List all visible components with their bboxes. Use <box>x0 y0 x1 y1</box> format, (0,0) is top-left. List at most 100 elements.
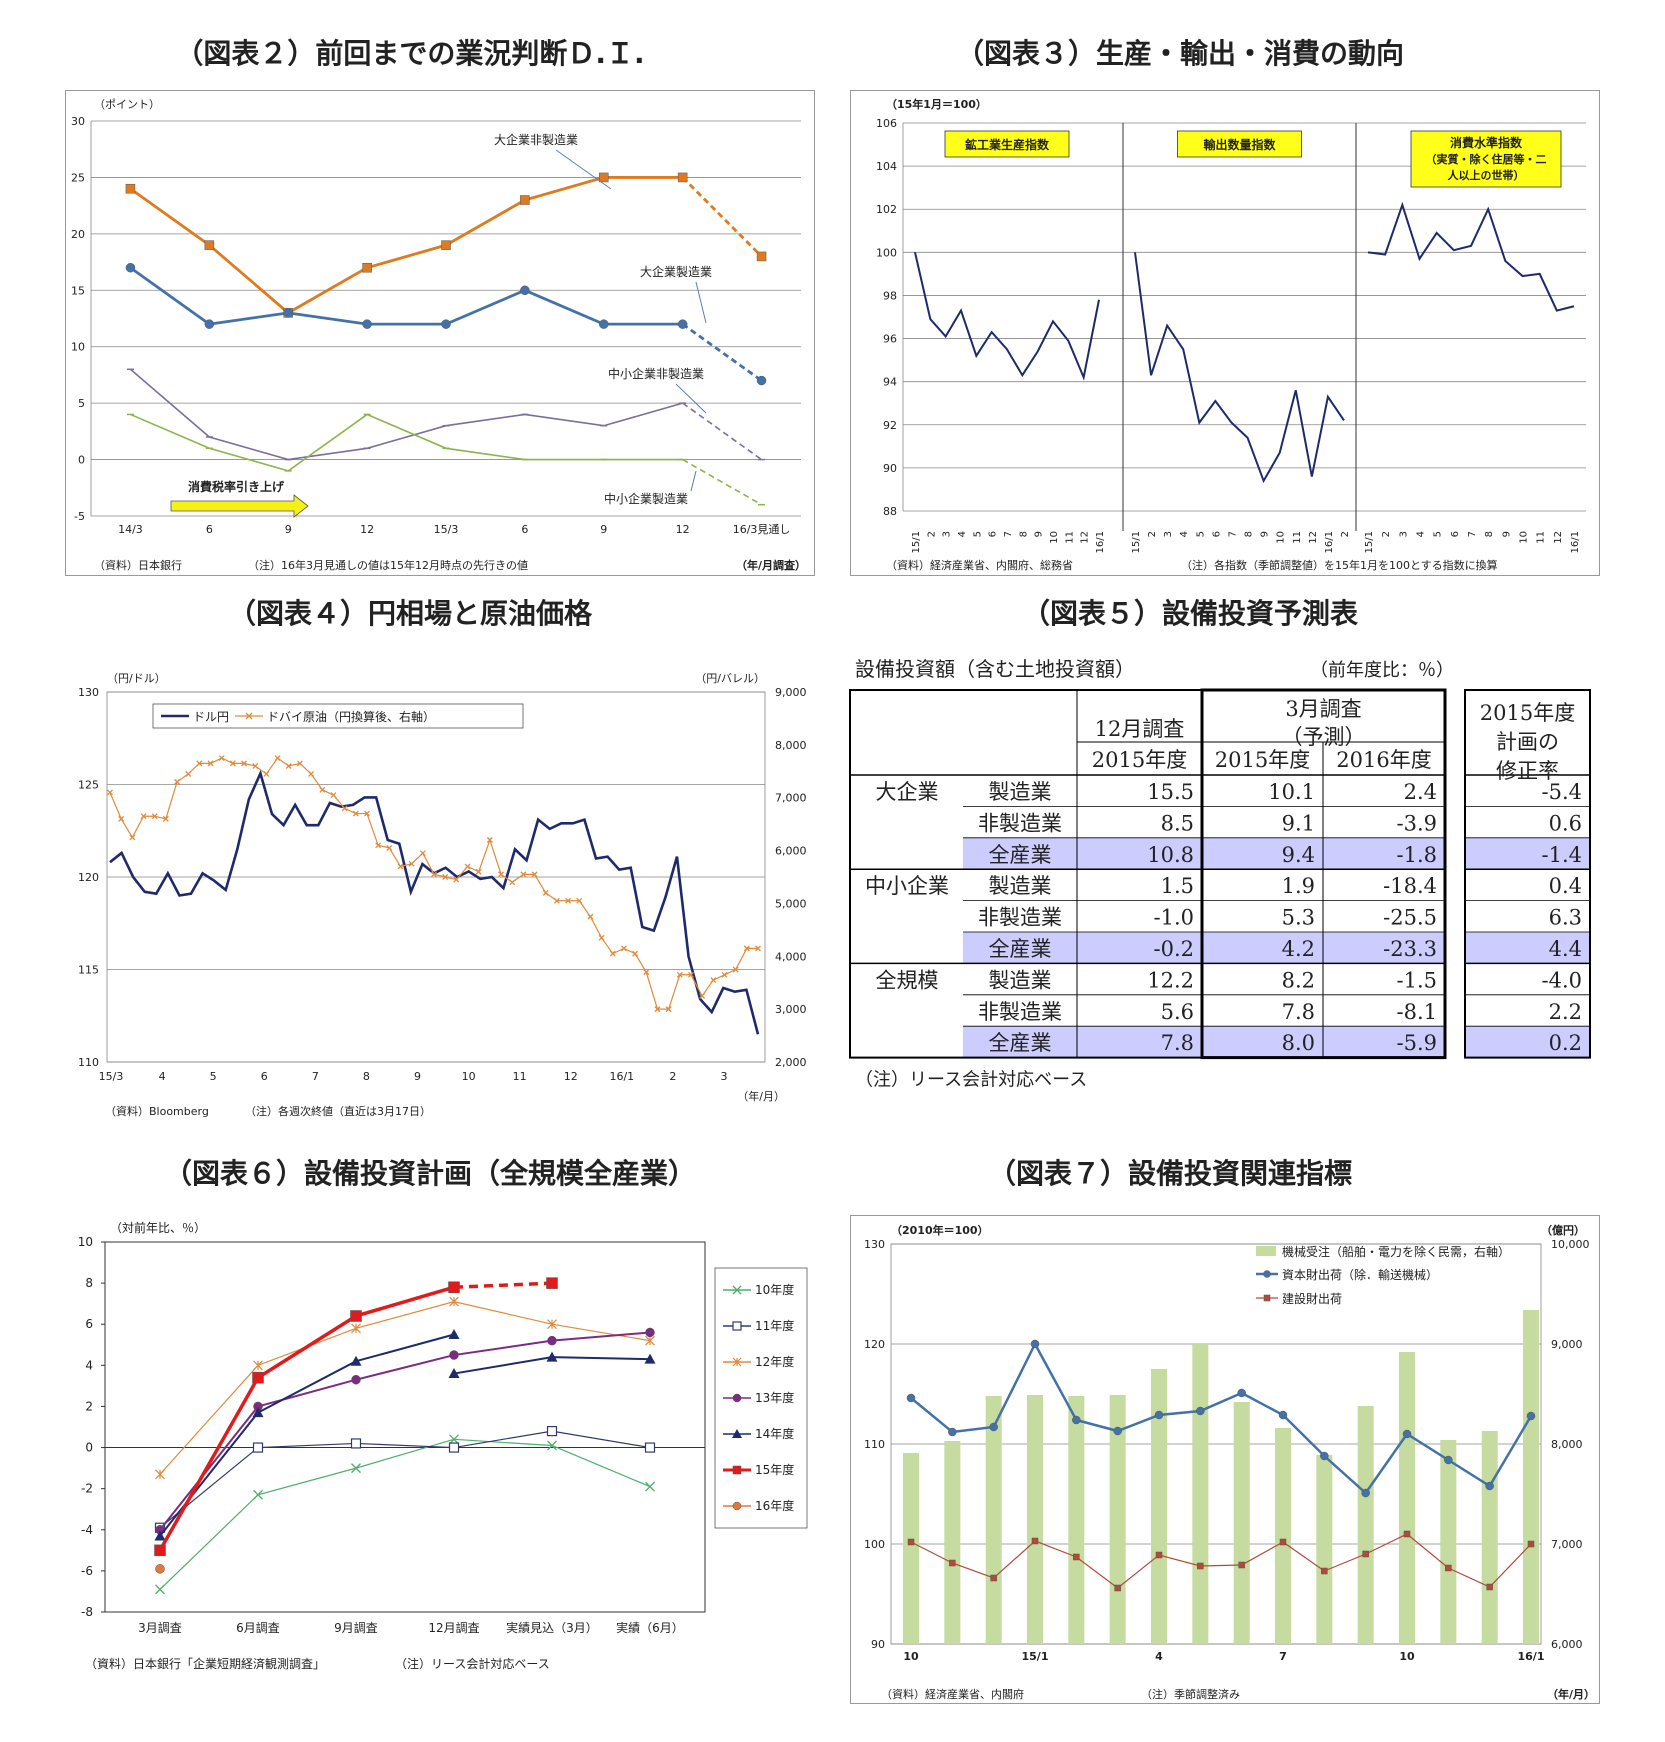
series-forecast-line <box>681 176 763 258</box>
x-tick-label: 9 <box>285 523 292 536</box>
row-highlight <box>1465 1026 1590 1058</box>
y-tick-label: 2 <box>85 1399 93 1413</box>
data-point <box>155 1469 165 1480</box>
legend-marker <box>732 1429 742 1438</box>
x-unit-label: （年/月） <box>737 1089 785 1103</box>
data-point <box>1279 1538 1287 1546</box>
legend-label: ドル円 <box>193 710 229 724</box>
x-tick-label: 15/1 <box>1364 531 1375 553</box>
bar <box>1316 1455 1333 1644</box>
y-right-unit: （億円） <box>1541 1223 1585 1237</box>
label-arrow <box>695 281 707 324</box>
data-point <box>486 837 493 843</box>
bar <box>1275 1428 1291 1644</box>
data-point <box>350 1355 362 1366</box>
data-point <box>442 874 449 880</box>
data-point <box>1485 1481 1494 1491</box>
header-march: 3月調査 <box>1285 697 1361 721</box>
cell-value: 1.5 <box>1161 874 1194 898</box>
cell-value: 8.2 <box>1282 968 1315 992</box>
data-point <box>710 977 717 984</box>
data-point <box>351 1323 361 1334</box>
bar <box>1027 1395 1043 1644</box>
data-point <box>296 760 303 767</box>
x-tick-label: 9 <box>414 1070 421 1083</box>
y-tick-label: 88 <box>883 505 897 518</box>
footnote: （注）季節調整済み <box>1141 1687 1240 1701</box>
bar <box>1523 1310 1539 1644</box>
cell-value: 4.4 <box>1549 937 1582 961</box>
data-point <box>732 966 739 973</box>
data-point <box>352 810 359 817</box>
data-point <box>990 1574 997 1582</box>
data-point <box>1320 1451 1329 1461</box>
y-left-tick-label: 110 <box>864 1438 885 1451</box>
data-point <box>1197 1562 1204 1570</box>
bar <box>1233 1402 1250 1644</box>
y-right-tick-label: 9,000 <box>775 686 807 699</box>
row-highlight <box>963 932 1445 964</box>
unit-label: （15年1月＝100） <box>886 97 987 111</box>
y-tick-label: 10 <box>71 341 85 354</box>
sector-label: 非製造業 <box>978 1000 1062 1024</box>
x-tick-label: 16/3見通し <box>733 523 791 536</box>
x-tick-label: 12 <box>676 523 690 536</box>
cell-value: 8.0 <box>1282 1031 1315 1055</box>
x-tick-label: 2 <box>669 1070 676 1083</box>
legend-label: 12年度 <box>755 1354 794 1369</box>
panel-label-sub: 人以上の世帯） <box>1448 168 1525 182</box>
series-line <box>159 1300 651 1475</box>
annotation-label: 消費税率引き上げ <box>188 479 285 494</box>
data-point <box>274 755 281 762</box>
x-tick-label: 10 <box>1049 531 1060 544</box>
y-right-tick-label: 2,000 <box>775 1056 807 1069</box>
y-right-tick-label: 5,000 <box>775 897 807 910</box>
y-tick-label: -2 <box>81 1482 93 1496</box>
x-tick-label: 10 <box>903 1650 919 1663</box>
panel-label: 鉱工業生産指数 <box>965 137 1050 152</box>
legend-marker <box>732 1393 742 1403</box>
x-tick-label: 7 <box>1279 1650 1287 1663</box>
data-point <box>547 1319 557 1330</box>
data-point <box>419 850 426 857</box>
x-tick-label: 4 <box>159 1070 166 1083</box>
data-point <box>520 871 527 878</box>
footnote: （注）各週次終値（直近は3月17日） <box>245 1104 431 1118</box>
data-point <box>196 760 203 767</box>
fig6-svg: -8 -6 -4 -2 0 2 4 6 8 10 （対前年比、％） 3月調査 6月調査 9月調査 12月調査… <box>78 1220 808 1671</box>
data-point <box>1362 1550 1369 1558</box>
data-point <box>989 1422 998 1432</box>
series-line <box>130 413 683 472</box>
data-point <box>546 1277 558 1289</box>
data-point <box>1278 1410 1288 1420</box>
data-point <box>375 842 382 849</box>
row-highlight <box>963 837 1445 870</box>
data-point <box>448 1442 460 1453</box>
source-note: （資料）日本銀行「企業短期経済観測調査」 <box>85 1656 325 1671</box>
cell-value: -4.0 <box>1542 968 1583 992</box>
table-note: （注）リース会計対応ベース <box>855 1070 1087 1091</box>
legend-marker <box>1263 1294 1271 1302</box>
y-right-tick-label: 7,000 <box>775 792 807 805</box>
data-point <box>599 319 609 329</box>
x-tick-label: 7 <box>312 1070 319 1083</box>
fig6-chart: -8 -6 -4 -2 0 2 4 6 8 10 （対前年比、％） 3月調査 6月調査 9月調査 12月調査… <box>65 1220 825 1690</box>
y-tick-label: -5 <box>74 510 85 523</box>
y-tick-label: -4 <box>81 1523 93 1537</box>
footnote: （注）リース会計対応ベース <box>395 1656 550 1671</box>
data-point <box>531 871 538 878</box>
data-point <box>1113 1426 1122 1436</box>
label-arrow <box>690 470 697 492</box>
cell-value: -8.1 <box>1397 1000 1438 1024</box>
x-tick-label: 9月調査 <box>334 1621 378 1635</box>
y-left-unit: （2010年＝100） <box>891 1223 989 1237</box>
data-point <box>1155 1551 1163 1559</box>
data-point <box>308 770 315 777</box>
bar <box>1151 1369 1167 1644</box>
cell-value: -25.5 <box>1383 906 1437 930</box>
y-right-tick-label: 8,000 <box>775 739 807 752</box>
fig5-title: （図表５）設備投資予測表 <box>1021 597 1358 630</box>
y-tick-label: 25 <box>71 171 85 184</box>
sector-label: 製造業 <box>989 780 1052 804</box>
